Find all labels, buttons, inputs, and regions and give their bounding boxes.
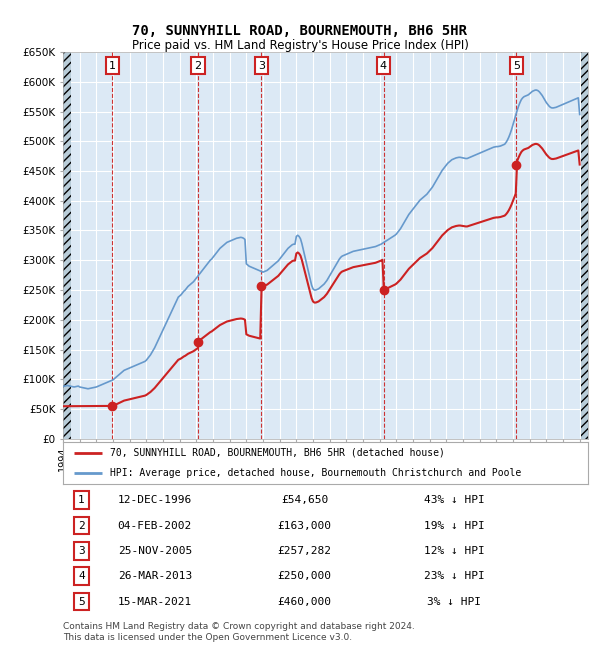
Text: 1: 1 [78,495,85,505]
Text: HPI: Average price, detached house, Bournemouth Christchurch and Poole: HPI: Average price, detached house, Bour… [110,468,521,478]
Text: 70, SUNNYHILL ROAD, BOURNEMOUTH, BH6 5HR: 70, SUNNYHILL ROAD, BOURNEMOUTH, BH6 5HR [133,24,467,38]
Text: 2: 2 [78,521,85,530]
Text: 04-FEB-2002: 04-FEB-2002 [118,521,192,530]
Text: 1: 1 [109,60,116,71]
Text: Price paid vs. HM Land Registry's House Price Index (HPI): Price paid vs. HM Land Registry's House … [131,39,469,52]
Text: 5: 5 [78,597,85,606]
Text: 43% ↓ HPI: 43% ↓ HPI [424,495,485,505]
Text: 12% ↓ HPI: 12% ↓ HPI [424,546,485,556]
Text: 23% ↓ HPI: 23% ↓ HPI [424,571,485,581]
Text: £54,650: £54,650 [281,495,328,505]
Text: £460,000: £460,000 [277,597,331,606]
Bar [581,52,589,439]
Text: 4: 4 [78,571,85,581]
Text: 2: 2 [194,60,202,71]
Text: £163,000: £163,000 [277,521,331,530]
Text: 12-DEC-1996: 12-DEC-1996 [118,495,192,505]
Text: 25-NOV-2005: 25-NOV-2005 [118,546,192,556]
Text: 3: 3 [78,546,85,556]
Bar [63,52,71,439]
Text: 26-MAR-2013: 26-MAR-2013 [118,571,192,581]
Text: £250,000: £250,000 [277,571,331,581]
Text: Contains HM Land Registry data © Crown copyright and database right 2024.
This d: Contains HM Land Registry data © Crown c… [63,622,415,642]
Text: £257,282: £257,282 [277,546,331,556]
Text: 4: 4 [380,60,387,71]
Text: 3% ↓ HPI: 3% ↓ HPI [427,597,481,606]
Text: 5: 5 [513,60,520,71]
Text: 70, SUNNYHILL ROAD, BOURNEMOUTH, BH6 5HR (detached house): 70, SUNNYHILL ROAD, BOURNEMOUTH, BH6 5HR… [110,448,445,458]
Text: 19% ↓ HPI: 19% ↓ HPI [424,521,485,530]
Text: 15-MAR-2021: 15-MAR-2021 [118,597,192,606]
Text: 3: 3 [258,60,265,71]
